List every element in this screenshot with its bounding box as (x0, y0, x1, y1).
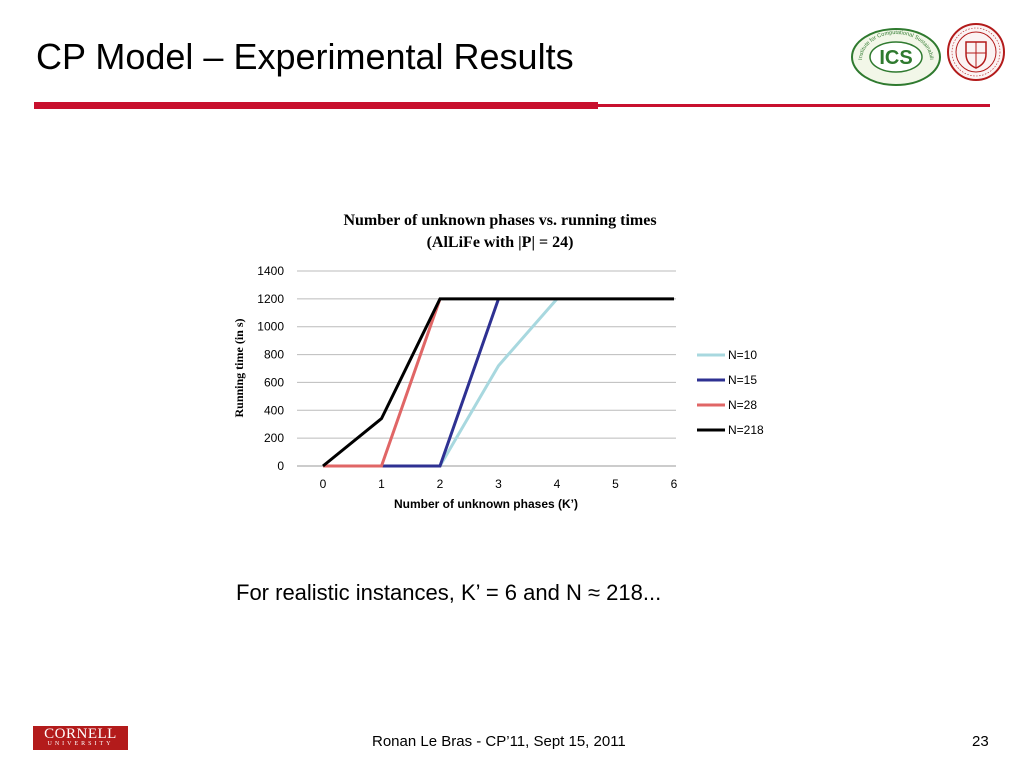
y-tick-label: 200 (264, 431, 284, 445)
legend-label: N=218 (728, 423, 764, 437)
running-time-chart: Number of unknown phases vs. running tim… (232, 212, 764, 511)
series-line-n218 (322, 297, 674, 468)
x-axis-label: Number of unknown phases (K’) (394, 497, 578, 511)
ics-logo-text: ICS (879, 47, 912, 69)
y-tick-label: 600 (264, 375, 284, 389)
cornell-logo-name: CORNELL (44, 726, 117, 742)
cornell-seal-icon (947, 23, 1005, 81)
x-tick-label: 1 (378, 477, 385, 491)
cornell-logo-subtitle: UNIVERSITY (47, 741, 114, 747)
x-tick-label: 5 (612, 477, 619, 491)
chart-subtitle: (AlLiFe with |P| = 24) (427, 234, 574, 251)
footer-text: Ronan Le Bras - CP’11, Sept 15, 2011 (372, 733, 626, 750)
y-tick-label: 0 (277, 459, 284, 473)
slide-title: CP Model – Experimental Results (36, 36, 574, 77)
x-tick-label: 2 (437, 477, 444, 491)
legend-label: N=15 (728, 373, 757, 387)
y-tick-label: 1000 (257, 320, 284, 334)
y-tick-label: 400 (264, 403, 284, 417)
ics-logo: Institute for Computational Sustainabili… (850, 24, 941, 86)
y-axis-label: Running time (in s) (232, 318, 246, 417)
cornell-logo: CORNELL UNIVERSITY (33, 726, 128, 750)
legend-label: N=28 (728, 398, 757, 412)
page-number: 23 (972, 733, 989, 750)
chart-legend: N=10 N=15 N=28 N=218 (697, 348, 764, 437)
x-tick-label: 4 (554, 477, 561, 491)
title-underline-right (598, 104, 990, 107)
series-line-n28 (323, 298, 442, 468)
y-tick-label: 800 (264, 348, 284, 362)
y-tick-label: 1200 (257, 292, 284, 306)
x-tick-label: 3 (495, 477, 502, 491)
caption-text: For realistic instances, K’ = 6 and N ≈ … (236, 580, 662, 605)
legend-label: N=10 (728, 348, 757, 362)
x-tick-label: 0 (320, 477, 327, 491)
title-underline-left (34, 102, 598, 109)
chart-title: Number of unknown phases vs. running tim… (343, 212, 656, 229)
x-tick-label: 6 (671, 477, 678, 491)
y-tick-label: 1400 (257, 264, 284, 278)
